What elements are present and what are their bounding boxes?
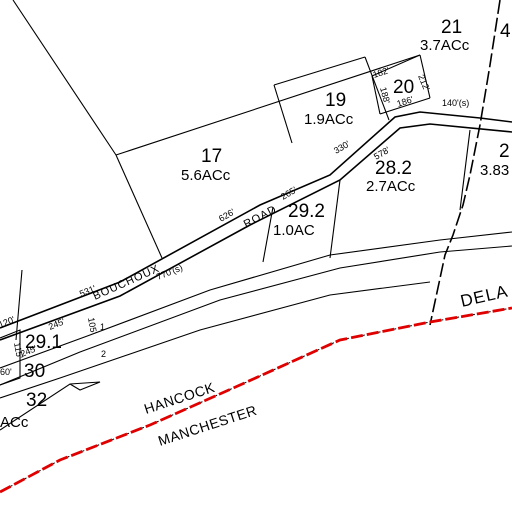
parcel-28-2-west: [329, 179, 341, 259]
road-labels: BOUCHOUX ROAD: [91, 203, 279, 302]
dimension-label: 626': [217, 207, 237, 224]
misc-labels: 1 2: [100, 322, 106, 359]
map-note: 2: [101, 349, 106, 359]
parcel-area: 3.7ACc: [420, 37, 470, 54]
county-boundary-ticks: [0, 307, 512, 493]
dimension-label: 120': [0, 314, 17, 330]
parcel-area: 1.0AC: [273, 222, 315, 239]
municipal-line-dashed: [429, 0, 501, 326]
parcel-number: 19: [325, 90, 346, 111]
parcel-21-boundary: [115, 54, 421, 156]
parcel-labels: 21 3.7ACc 20 19 1.9ACc 17 5.6ACc 28.2 2.…: [0, 17, 511, 431]
parcel-number: 20: [393, 77, 414, 98]
parcel-2-boundary: [459, 129, 471, 211]
road-north-edge: [0, 111, 512, 329]
river-bank: [0, 281, 431, 399]
parcel-number: 32: [26, 390, 47, 411]
parcel-number: 29.2: [288, 201, 325, 222]
dimension-label: 105': [86, 317, 99, 335]
parcel-17-19-boundary: [273, 84, 293, 144]
parcel-area: 1.9ACc: [304, 111, 354, 128]
parcel-number: 17: [201, 146, 222, 167]
dimension-label: 330': [332, 139, 352, 156]
dimension-label: 182': [372, 65, 391, 80]
parcel-19-east: [364, 56, 390, 121]
parcel-area: 2.7ACc: [366, 178, 416, 195]
dimension-label: 212': [416, 73, 432, 93]
parcel-20-east: [419, 54, 431, 99]
parcel-20-south: [379, 97, 431, 115]
left-parcel-line: [15, 269, 23, 341]
parcel-area: ACc: [0, 414, 29, 431]
river-name: DELA: [459, 281, 510, 310]
dimension-label: 188': [378, 86, 392, 105]
map-note: 1: [100, 322, 105, 332]
town-labels: HANCOCK MANCHESTER: [142, 379, 259, 449]
parcel-20-west: [371, 75, 381, 115]
parcel-area: 5.6ACc: [181, 167, 231, 184]
parcel-number: 30: [24, 361, 45, 382]
dimension-label: 265': [279, 185, 299, 202]
dimension-label: 140'(s): [442, 98, 469, 108]
parcel-19-north: [273, 56, 366, 86]
parcel-number: 29.1: [25, 332, 62, 353]
parcel-number: 2: [499, 141, 510, 162]
dimension-label: 115': [12, 342, 25, 360]
railroad-south: [0, 245, 512, 386]
dimension-labels: 182' 212' 188' 186' 140'(s) 330' 578' 26…: [0, 65, 469, 377]
parcel-29-2-west: [262, 206, 274, 263]
road-name: BOUCHOUX: [91, 263, 161, 303]
island-shape: [0, 381, 101, 431]
county-boundary-red: [0, 306, 512, 494]
parcel-17-west-boundary: [12, 0, 117, 156]
parcel-number: 21: [441, 17, 462, 38]
dimension-label: 245': [47, 316, 67, 332]
parcel-lines: [0, 0, 512, 494]
parcel-area: 3.83: [480, 162, 509, 179]
parcel-number: 28.2: [375, 158, 412, 179]
parcel-30-edge: [0, 329, 21, 386]
parcel-20-north: [371, 54, 421, 77]
dimension-label: 60': [0, 367, 12, 377]
parcel-17-boundary-west: [115, 154, 163, 259]
road-south-edge: [0, 123, 512, 341]
parcel-number: 4: [500, 21, 511, 42]
